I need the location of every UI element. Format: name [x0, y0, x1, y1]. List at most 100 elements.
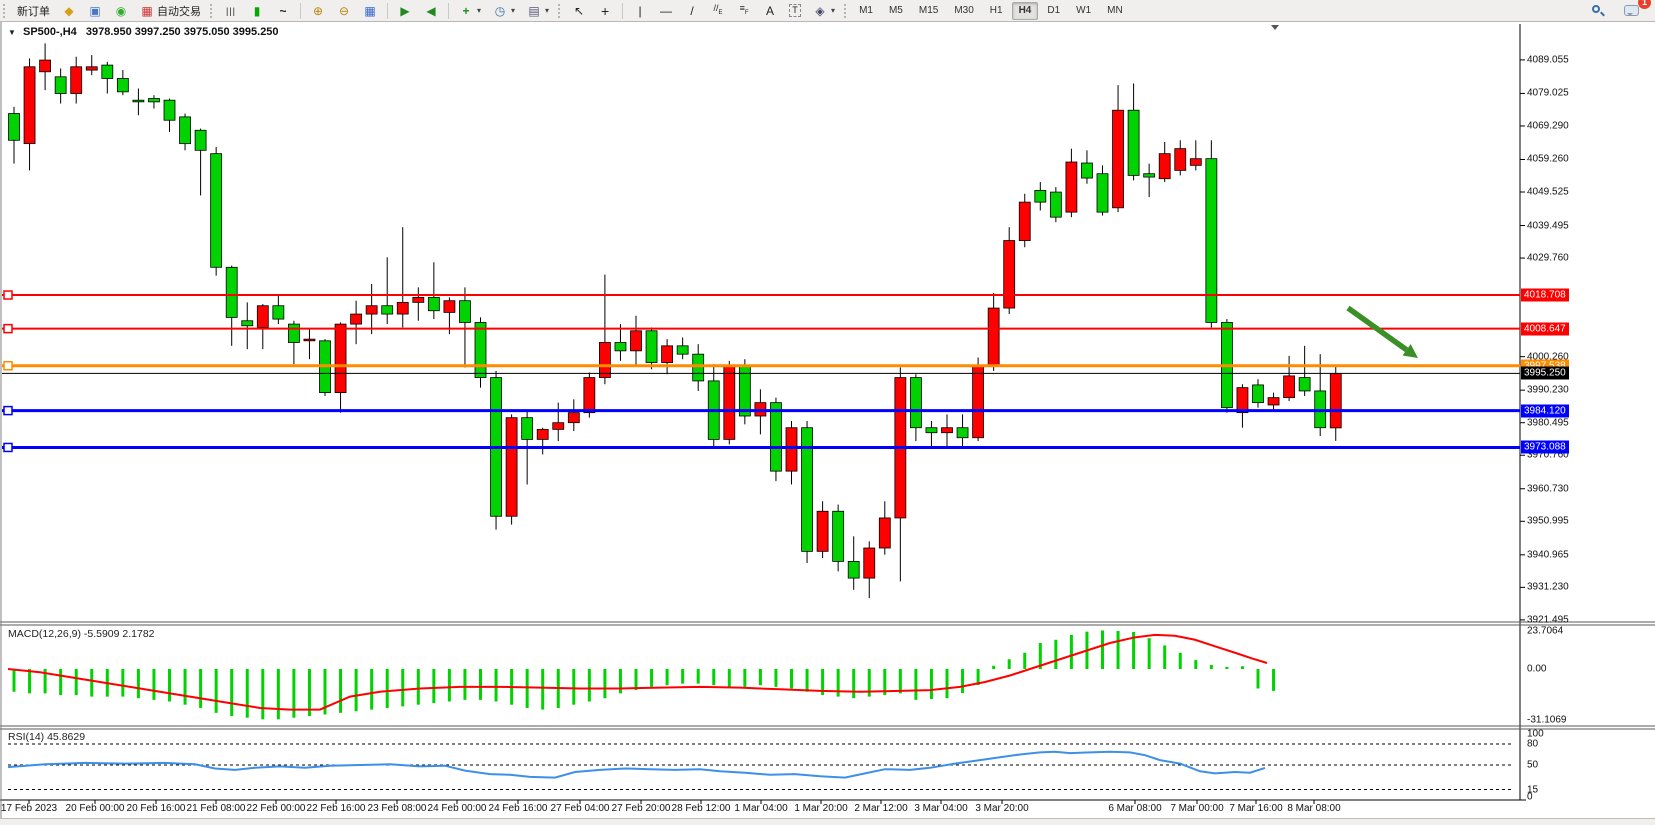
candle: [1329, 372, 1342, 429]
macd-signal-line: [7, 633, 1268, 711]
chevron-down-icon: ▾: [511, 6, 516, 15]
templates-button[interactable]: ▤ ▾: [521, 1, 555, 20]
candle: [785, 427, 798, 472]
chart-shift-marker[interactable]: [1271, 25, 1279, 30]
timeframe-mn[interactable]: MN: [1107, 4, 1123, 16]
channel-button[interactable]: //E: [705, 1, 731, 20]
candle: [925, 427, 938, 434]
trendline-icon: /: [690, 3, 694, 18]
candle: [987, 307, 1000, 367]
vertical-line-button[interactable]: |: [627, 1, 653, 20]
time-label: 23 Feb 08:00: [367, 803, 427, 814]
candle: [630, 330, 642, 352]
rsi-axis-tick: 80: [1527, 738, 1539, 750]
new-chart-button[interactable]: + ▾: [453, 1, 487, 20]
timeframe-m30[interactable]: M30: [954, 4, 974, 16]
candle: [132, 99, 145, 103]
new-order-label: 新订单: [17, 5, 50, 18]
terminal-icon: ▣: [89, 3, 101, 18]
horizontal-line-button[interactable]: —: [653, 1, 679, 20]
timeframe-m5[interactable]: M5: [888, 4, 903, 16]
text-label-button[interactable]: T: [783, 1, 807, 20]
text-button[interactable]: A: [757, 1, 783, 20]
line-handle[interactable]: [3, 442, 13, 453]
chevron-down-icon: ▾: [545, 6, 550, 15]
toolbar-grip[interactable]: [210, 3, 215, 18]
timeframe-h4[interactable]: H4: [1011, 1, 1039, 20]
auto-trading-button[interactable]: ▦ 自动交易: [134, 1, 207, 20]
line-handle[interactable]: [3, 361, 13, 371]
candle: [148, 98, 160, 103]
line-chart-button[interactable]: ~: [270, 1, 296, 20]
candle: [23, 66, 36, 145]
line-handle[interactable]: [3, 290, 13, 300]
candle: [801, 427, 813, 552]
line-handle[interactable]: [3, 405, 13, 416]
toolbar-grip[interactable]: [844, 3, 849, 18]
rsi-axis-tick: 50: [1527, 759, 1539, 771]
crosshair-button[interactable]: +: [592, 1, 618, 20]
candle: [567, 412, 580, 424]
gold-button[interactable]: ◆: [56, 1, 82, 20]
signal-button[interactable]: ◉: [108, 1, 134, 20]
price-tick: 4000.260: [1527, 351, 1569, 363]
arrows-button[interactable]: ◈ ▾: [807, 1, 841, 20]
candle: [1252, 384, 1264, 404]
fibonacci-button[interactable]: ≡F: [731, 1, 757, 20]
cursor-icon: ↖: [574, 3, 585, 18]
timeframe-m1[interactable]: M1: [859, 4, 873, 16]
price-tick: 3921.495: [1527, 614, 1569, 626]
timeframe-h1[interactable]: H1: [989, 4, 1003, 16]
candle: [1003, 240, 1016, 309]
chart-shift-button[interactable]: ◀: [418, 1, 444, 20]
toolbar-grip[interactable]: [3, 3, 8, 18]
time-label: 24 Feb 16:00: [488, 803, 548, 814]
timeframe-w1[interactable]: W1: [1076, 4, 1092, 16]
line-handle[interactable]: [3, 323, 13, 334]
price-tick: 4069.290: [1527, 120, 1569, 132]
auto-scroll-button[interactable]: ▶: [392, 1, 418, 20]
trend-arrow[interactable]: [1346, 305, 1409, 353]
terminal-button[interactable]: ▣: [82, 1, 108, 20]
bars-chart-button[interactable]: |||: [218, 1, 244, 20]
templates-icon: ▤: [528, 3, 540, 18]
candle: [723, 365, 736, 440]
timeframe-d1[interactable]: D1: [1047, 4, 1061, 16]
profiles-button[interactable]: ◷ ▾: [487, 1, 521, 20]
status-bar: [0, 818, 1655, 825]
price-tick: 4059.260: [1527, 153, 1569, 165]
candle: [194, 129, 207, 151]
horizontal-line-icon: —: [660, 3, 673, 18]
candle: [956, 427, 969, 439]
timeframe-m15[interactable]: M15: [918, 4, 939, 16]
candle: [1018, 201, 1031, 241]
candle: [241, 320, 254, 327]
profiles-icon: ◷: [494, 3, 506, 18]
time-label: 1 Mar 04:00: [734, 803, 788, 814]
candle: [39, 59, 51, 73]
toolbar-grip[interactable]: [558, 3, 563, 18]
new-order-button[interactable]: 新订单: [11, 1, 56, 20]
notifications-button[interactable]: 1: [1618, 0, 1651, 20]
search-icon: [1592, 4, 1605, 17]
candles-chart-button[interactable]: ▮: [244, 1, 270, 20]
cursor-button[interactable]: ↖: [566, 1, 592, 20]
tile-windows-button[interactable]: ▦: [357, 1, 383, 20]
candle: [1236, 387, 1249, 414]
candle: [505, 417, 518, 517]
time-label: 27 Feb 04:00: [550, 803, 610, 814]
vertical-line-icon: |: [638, 3, 642, 18]
candle: [599, 342, 611, 378]
candle: [1283, 375, 1295, 399]
signal-icon: ◉: [115, 3, 127, 18]
search-button[interactable]: [1586, 1, 1610, 20]
time-label: 2 Mar 12:00: [854, 803, 908, 814]
candle: [1081, 162, 1093, 179]
trendline-button[interactable]: /: [679, 1, 705, 20]
candle: [972, 365, 984, 439]
zoom-out-button[interactable]: ⊖: [331, 1, 357, 20]
candle: [1298, 377, 1311, 392]
trend-arrow-head[interactable]: [1402, 344, 1418, 358]
zoom-in-button[interactable]: ⊕: [305, 1, 331, 20]
